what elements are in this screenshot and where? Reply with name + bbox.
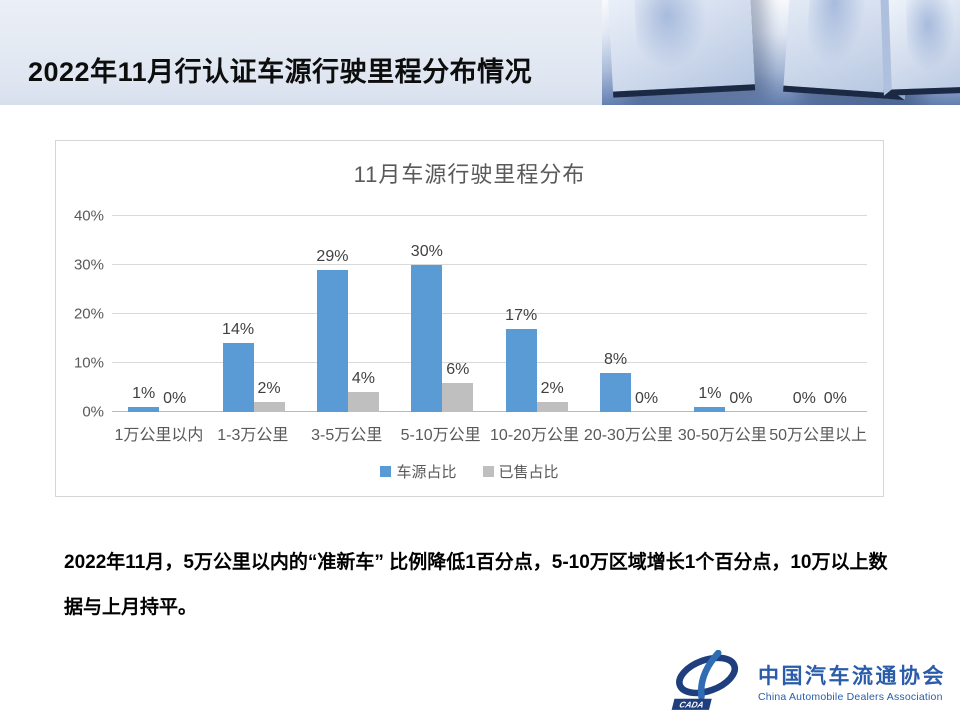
gridline — [112, 215, 867, 216]
bar-value-label: 4% — [351, 370, 375, 388]
bar-groups: 1% 0% 14% 2% 29% 4% 30% 6% 17% 2% 8% 0% 1% 0% 0% 0% — [112, 216, 867, 412]
bar-group: 1% 0% — [678, 216, 772, 412]
gridline — [112, 411, 867, 412]
gridline — [112, 264, 867, 265]
x-axis-label: 20-30万公里 — [583, 427, 673, 444]
bar-column: 4% — [347, 216, 379, 412]
y-tick-label: 20% — [73, 305, 104, 323]
车源占比-bar — [505, 328, 537, 412]
bar-value-label: 0% — [792, 390, 816, 407]
bar-group: 0% 0% — [773, 216, 867, 412]
车源占比-bar — [128, 407, 160, 412]
cada-emblem-icon: CADA — [671, 650, 739, 710]
page-title: 2022年11月行认证车源行驶里程分布情况 — [28, 57, 533, 87]
bar-group: 1% 0% — [112, 216, 206, 412]
bar-group: 29% 4% — [301, 216, 395, 412]
svg-text:CADA: CADA — [678, 700, 705, 710]
bar-group: 17% 2% — [490, 216, 584, 412]
plot-column: 1% 0% 14% 2% 29% 4% 30% 6% 17% 2% 8% 0% 1% 0% 0% 0% 1万公… — [112, 215, 867, 445]
y-tick-label: 10% — [73, 354, 104, 372]
x-axis-label: 10-20万公里 — [490, 427, 579, 444]
车源占比-bar — [411, 265, 443, 412]
bar-value-label: 0% — [635, 390, 659, 407]
chart-legend: 车源占比 已售占比 — [56, 461, 883, 482]
bar-value-label: 2% — [257, 380, 281, 398]
gridline — [112, 313, 867, 314]
bar-column: 0% — [820, 216, 851, 412]
bar-value-label: 29% — [316, 247, 349, 265]
y-tick-label: 0% — [82, 403, 104, 421]
x-axis-label: 3-5万公里 — [311, 427, 383, 444]
bar-column: 1% — [128, 216, 160, 412]
bar-column: 2% — [253, 216, 285, 412]
bar-group: 8% 0% — [584, 216, 678, 412]
bar-column: 0% — [159, 216, 190, 412]
bar-column: 2% — [536, 216, 568, 412]
x-axis-label: 5-10万公里 — [400, 427, 481, 444]
bar-column: 0% — [725, 216, 756, 412]
bar-value-label: 0% — [729, 390, 753, 407]
车源占比-bar — [600, 372, 632, 412]
logo-text: 中国汽车流通协会 China Automobile Dealers Associ… — [758, 660, 946, 703]
bar-value-label: 1% — [698, 385, 722, 403]
cubes-decoration-image — [602, 0, 960, 105]
legend-label: 车源占比 — [396, 464, 457, 481]
bar-group: 30% 6% — [395, 216, 489, 412]
slide-header: 2022年11月行认证车源行驶里程分布情况 — [0, 0, 960, 105]
bar-value-label: 14% — [222, 321, 255, 339]
chart-title: 11月车源行驶里程分布 — [353, 162, 586, 187]
已售占比-bar — [536, 402, 568, 412]
y-tick-label: 30% — [73, 256, 104, 274]
bar-value-label: 0% — [823, 390, 847, 407]
bar-group: 14% 2% — [206, 216, 300, 412]
x-axis-label: 30-50万公里 — [677, 427, 767, 444]
y-axis: 0% 10% 20% 30% 40% — [64, 208, 112, 421]
legend-item: 车源占比 — [380, 461, 457, 482]
bar-value-label: 6% — [446, 360, 470, 378]
bar-value-label: 30% — [410, 243, 443, 260]
mileage-distribution-chart: 11月车源行驶里程分布 0% 10% 20% 30% 40% 1% 0% 14% 2% 29% 4… — [55, 140, 884, 497]
legend-label: 已售占比 — [498, 464, 559, 481]
bar-value-label: 2% — [540, 380, 564, 398]
车源占比-bar — [316, 269, 348, 412]
bar-column: 8% — [600, 216, 632, 412]
x-axis-label: 1-3万公里 — [217, 427, 289, 444]
bar-value-label: 0% — [163, 390, 187, 407]
bar-value-label: 1% — [132, 385, 156, 403]
bar-value-label: 8% — [604, 350, 628, 368]
x-axis: 1万公里以内 1-3万公里 3-5万公里 5-10万公里 10-20万公里 20-30万公… — [112, 421, 867, 445]
bar-column: 17% — [505, 216, 538, 412]
bar-column: 6% — [442, 216, 474, 412]
bar-column: 1% — [694, 216, 726, 412]
bar-column: 0% — [789, 216, 820, 412]
cada-logo: CADA 中国汽车流通协会 China Automobile Dealers A… — [666, 650, 946, 712]
legend-swatch-icon — [380, 466, 392, 477]
bar-column: 30% — [410, 216, 443, 412]
legend-swatch-icon — [482, 466, 494, 477]
bar-column: 14% — [222, 216, 255, 412]
logo-name-english: China Automobile Dealers Association — [758, 690, 943, 703]
已售占比-bar — [347, 392, 379, 412]
legend-item: 已售占比 — [482, 461, 559, 482]
x-axis-label: 50万公里以上 — [769, 427, 868, 444]
bar-value-label: 17% — [505, 306, 538, 324]
已售占比-bar — [442, 382, 474, 412]
y-tick-label: 40% — [73, 207, 104, 225]
车源占比-bar — [222, 343, 254, 412]
bar-column: 29% — [316, 216, 349, 412]
已售占比-bar — [253, 402, 285, 412]
车源占比-bar — [694, 407, 726, 412]
bar-column: 0% — [631, 216, 662, 412]
plot-area: 1% 0% 14% 2% 29% 4% 30% 6% 17% 2% 8% 0% 1% 0% 0% 0% — [112, 215, 867, 412]
x-axis-label: 1万公里以内 — [114, 427, 204, 444]
logo-name-chinese: 中国汽车流通协会 — [758, 663, 946, 688]
gridline — [112, 362, 867, 363]
chart-body: 0% 10% 20% 30% 40% 1% 0% 14% 2% 29% 4% 30% 6% 17% 2% 8… — [64, 208, 867, 445]
commentary-text: 2022年11月，5万公里以内的“准新车” 比例降低1百分点，5-10万区域增长… — [64, 552, 888, 618]
